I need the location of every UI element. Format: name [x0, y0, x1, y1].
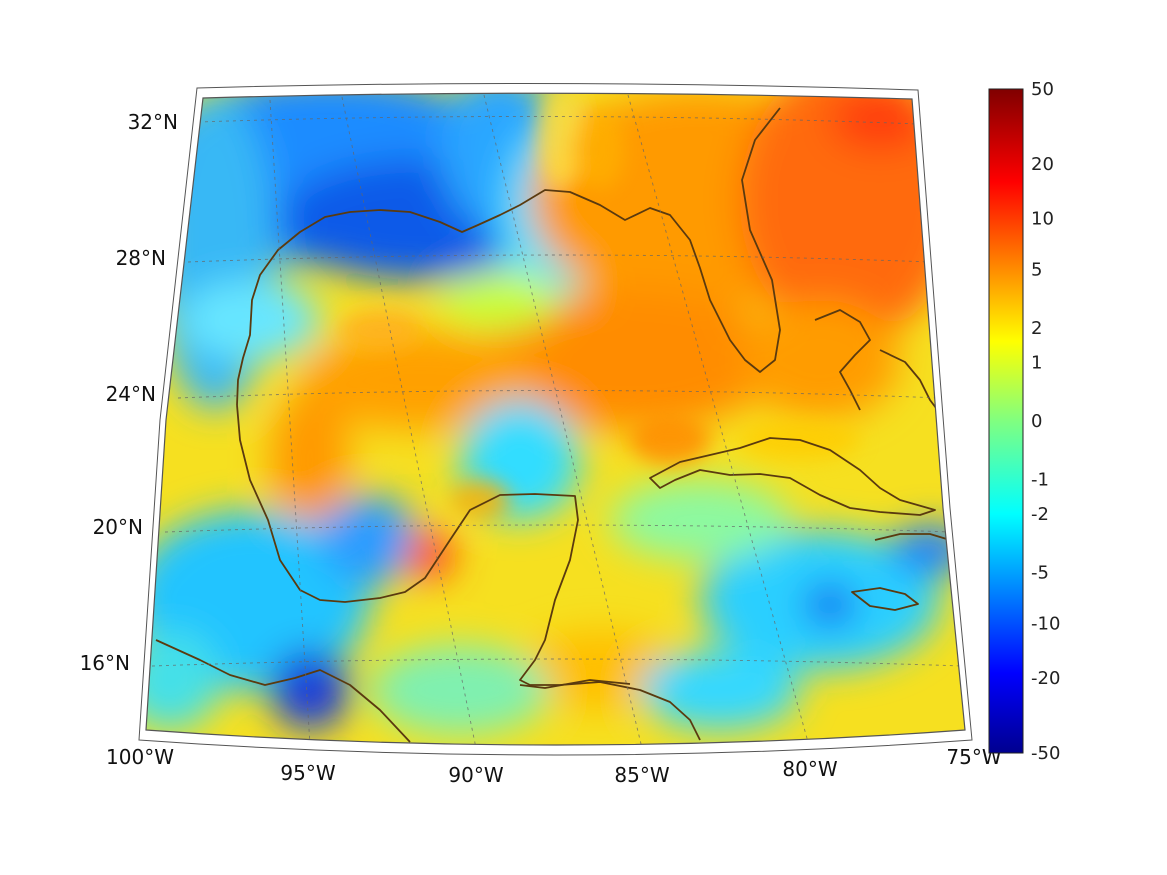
lat-label: 28°N: [116, 246, 166, 270]
lon-label: 90°W: [448, 763, 503, 787]
honduras-coast: [519, 679, 631, 689]
gridline-lat-28: [187, 254, 931, 263]
colorbar-tick-label: 10: [1031, 209, 1054, 230]
lon-label: 85°W: [614, 763, 669, 787]
gridline-lat-32: [197, 116, 919, 125]
colorbar-tick-label: 0: [1031, 411, 1042, 432]
map-frame: [138, 82, 973, 756]
lat-label: 16°N: [80, 651, 130, 675]
mexico-coast: [236, 404, 701, 741]
jamaica-coast: [851, 587, 919, 611]
gridline-lat-16: [151, 658, 963, 667]
graticule: [151, 94, 963, 745]
pacific-coast: [155, 639, 411, 743]
cuba-coast: [649, 437, 936, 516]
lon-label: 100°W: [106, 745, 174, 769]
gridline-lon-90: [341, 96, 477, 745]
lat-label: 24°N: [106, 382, 156, 406]
lat-label: 32°N: [128, 110, 178, 134]
lat-label: 20°N: [93, 515, 143, 539]
colorbar-gradient: [988, 88, 1024, 754]
gridline-lat-20: [164, 524, 951, 533]
frame-outer: [138, 82, 973, 756]
map-area: [146, 93, 965, 745]
colorbar-tick-label: -20: [1031, 668, 1060, 689]
lon-labels: 100°W 95°W 90°W 85°W 80°W 75°W: [106, 745, 1002, 787]
gridline-lon-95: [269, 99, 311, 745]
lat-labels: 32°N 28°N 24°N 20°N 16°N: [80, 110, 178, 675]
colorbar-tick-label: 20: [1031, 154, 1054, 175]
colorbar-tick-label: -5: [1031, 562, 1049, 583]
colorbar-tick-label: 2: [1031, 318, 1042, 339]
colorbar-tick-label: -1: [1031, 470, 1049, 491]
coastlines: [155, 107, 951, 743]
colorbar-tick-label: -50: [1031, 743, 1060, 764]
hispaniola-coast: [874, 533, 951, 541]
lon-label: 95°W: [280, 761, 335, 785]
lon-label: 80°W: [782, 757, 837, 781]
colorbar-tick-label: -2: [1031, 504, 1049, 525]
gridline-lat-24: [177, 390, 941, 399]
frame-outline: [145, 92, 966, 746]
gulf-coast-us: [236, 107, 781, 406]
colorbar-tick-label: 50: [1031, 79, 1054, 100]
colorbar-tick-label: 1: [1031, 352, 1042, 373]
colorbar-tick-label: 5: [1031, 260, 1042, 281]
colorbar-tick-label: -10: [1031, 613, 1060, 634]
